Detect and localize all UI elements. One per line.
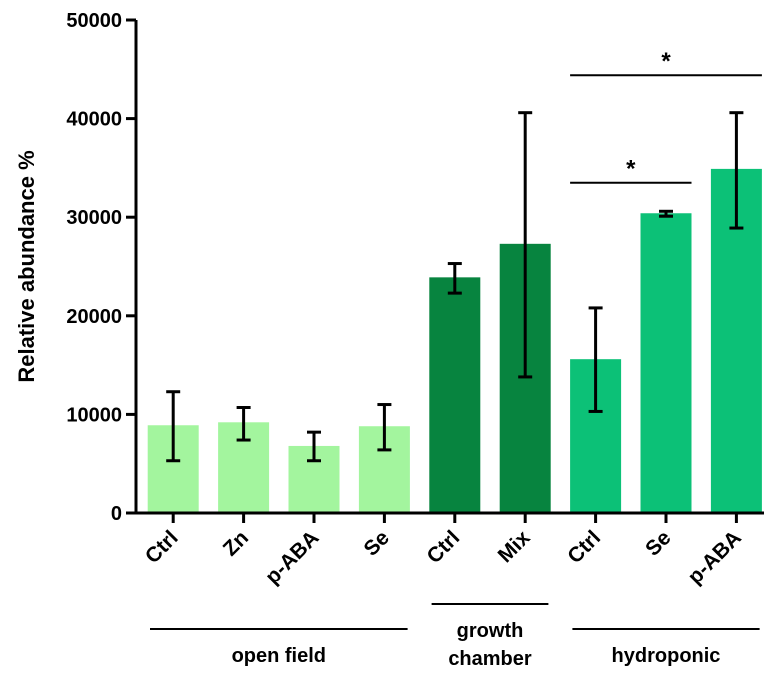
x-tick-label: Ctrl <box>141 526 183 568</box>
group-label: hydroponic <box>612 645 721 667</box>
group-label: chamber <box>448 648 532 670</box>
bar-5 <box>429 277 481 513</box>
error-bar-5 <box>447 262 462 295</box>
error-bar-7 <box>588 306 603 413</box>
y-tick-label: 20000 <box>66 306 122 328</box>
x-tick-label: Se <box>641 526 675 560</box>
group-labels: open field growth chamber hydroponic <box>150 603 760 670</box>
y-tick-label: 30000 <box>66 207 122 229</box>
error-bar-2 <box>236 405 251 442</box>
y-tick-label: 50000 <box>66 10 122 32</box>
x-tick-label: Se <box>360 526 394 560</box>
group-2: growth chamber <box>431 603 549 670</box>
x-tick-label: Ctrl <box>422 526 464 568</box>
y-tick-label: 0 <box>111 503 122 525</box>
error-bars <box>166 111 744 463</box>
bars <box>147 168 762 514</box>
x-tick-label: Mix <box>494 526 535 567</box>
significance-star: * <box>661 48 671 75</box>
significance-2: * <box>570 48 762 77</box>
x-tick-label: p-ABA <box>683 526 745 588</box>
y-axis-label: Relative abundance % <box>14 150 39 382</box>
error-bar-3 <box>307 430 321 463</box>
error-bar-9 <box>729 111 744 230</box>
x-tick-label: Zn <box>219 526 253 560</box>
group-label: open field <box>232 645 326 667</box>
significance-1: * <box>570 156 692 184</box>
error-bar-1 <box>166 390 181 463</box>
y-tick-label: 10000 <box>66 404 122 426</box>
x-tick-label: Ctrl <box>563 526 605 568</box>
error-bar-6 <box>518 111 533 379</box>
error-bar-8 <box>659 209 673 218</box>
bar-8 <box>640 213 692 514</box>
group-3: hydroponic <box>572 628 760 667</box>
y-tick-label: 40000 <box>66 109 122 131</box>
significance-star: * <box>626 156 636 183</box>
group-1: open field <box>150 628 408 667</box>
x-tick-label: p-ABA <box>261 526 323 588</box>
error-bar-4 <box>377 403 392 452</box>
significance-annotations: ** <box>570 48 762 184</box>
group-label: growth <box>457 620 524 642</box>
